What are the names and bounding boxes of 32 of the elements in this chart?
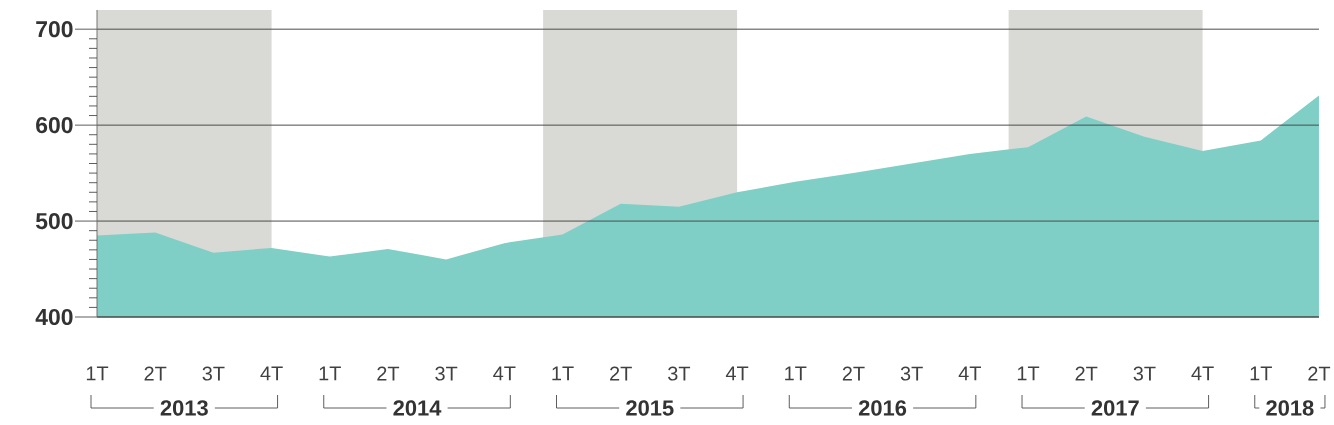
text: 2016 <box>858 400 907 416</box>
x-tick-label: 4T <box>1191 366 1214 381</box>
x-tick-label: 2T <box>610 366 632 381</box>
x-tick-label: 3T <box>900 366 923 381</box>
y-tick-label: 700 <box>36 21 73 38</box>
x-tick-label: 3T <box>435 366 458 381</box>
x-tick-label: 4T <box>725 366 749 381</box>
x-tick-label: 4T <box>493 366 516 381</box>
x-tick-label: 4T <box>958 366 981 381</box>
x-tick-label: 2T <box>842 366 865 381</box>
text: 2018 <box>1266 400 1314 416</box>
x-tick-label: 2T <box>1075 366 1098 381</box>
text: 2014 <box>393 400 442 416</box>
y-tick-label: 400 <box>35 308 73 326</box>
x-tick-label: 2T <box>377 366 400 381</box>
x-tick-label: 1T <box>319 366 341 381</box>
x-tick-label: 1T <box>552 366 574 381</box>
text: 2017 <box>1091 400 1139 416</box>
text: 2015 <box>626 400 674 416</box>
x-tick-label: 2T <box>144 366 167 381</box>
y-tick-label: 500 <box>35 212 73 230</box>
x-tick-label: 3T <box>668 366 691 381</box>
text: 2013 <box>160 400 208 416</box>
x-tick-label: 1T <box>86 366 109 381</box>
x-tick-label: 1T <box>785 366 807 381</box>
x-tick-label: 3T <box>1133 366 1156 381</box>
x-tick-label: 2T <box>1308 366 1331 381</box>
x-tick-label: 1T <box>1250 366 1272 381</box>
x-tick-label: 1T <box>1017 366 1040 381</box>
y-tick-label: 600 <box>36 117 73 134</box>
x-tick-label: 3T <box>202 366 225 381</box>
x-tick-label: 4T <box>260 366 283 381</box>
